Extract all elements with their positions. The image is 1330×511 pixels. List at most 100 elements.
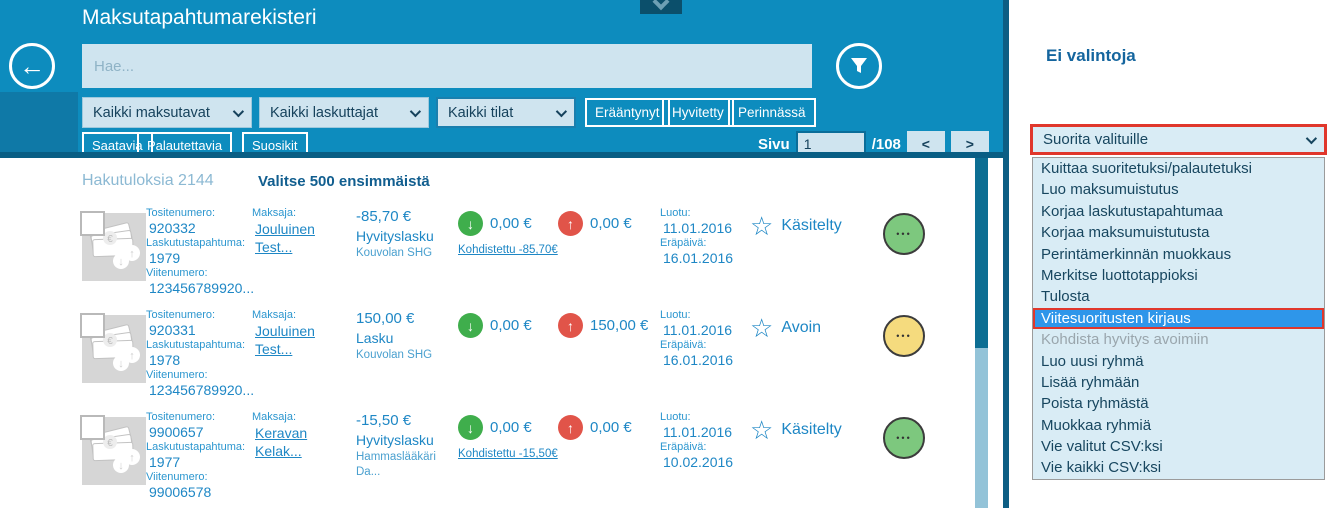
action-select-value: Suorita valituille	[1043, 131, 1149, 148]
dropdown-maksutavat[interactable]: Kaikki maksutavat	[82, 97, 252, 128]
action-option[interactable]: Viitesuoritusten kirjaus	[1033, 307, 1324, 330]
dropdown-tilat-label: Kaikki tilat	[448, 104, 514, 121]
dropdown-laskuttajat[interactable]: Kaikki laskuttajat	[259, 97, 429, 128]
search-input[interactable]	[82, 44, 812, 88]
action-option[interactable]: Poista ryhmästä	[1041, 395, 1149, 413]
incoming-amount: 0,00 €	[490, 215, 532, 232]
header-left-block	[0, 92, 78, 152]
incoming-arrow-icon: ↓	[458, 415, 483, 440]
row-action-button[interactable]: •••	[883, 315, 925, 357]
tositenumero-value: 920332	[149, 220, 196, 236]
row-amount: 150,00 €	[356, 310, 415, 327]
chevron-down-icon	[409, 105, 422, 117]
toggle-hyvitetty[interactable]: Hyvitetty	[662, 98, 734, 127]
laskutustapahtuma-label: Laskutustapahtuma:	[146, 339, 246, 351]
appbar-handle[interactable]	[640, 0, 682, 14]
luotu-label: Luotu:	[660, 207, 691, 219]
action-option[interactable]: Tulosta	[1041, 288, 1090, 306]
viitenumero-value: 123456789920...	[149, 382, 255, 398]
outgoing-amount: 0,00 €	[590, 215, 632, 232]
kohdistettu-link[interactable]: Kohdistettu -15,50€	[458, 448, 558, 460]
action-option[interactable]: Kohdista hyvitys avoimiin	[1041, 331, 1209, 349]
dropdown-tilat[interactable]: Kaikki tilat	[436, 97, 576, 128]
results-count: Hakutuloksia 2144	[82, 172, 214, 189]
action-select[interactable]: Suorita valituille	[1030, 124, 1327, 155]
kohdistettu-link[interactable]: Kohdistettu -85,70€	[458, 244, 558, 256]
page-total: /108	[871, 135, 901, 153]
table-row: € ↓ ↑ Tositenumero: 920332 Laskutustapah…	[80, 205, 975, 307]
svg-text:€: €	[107, 234, 113, 245]
chevron-down-icon	[1305, 132, 1318, 144]
outgoing-amount: 0,00 €	[590, 419, 632, 436]
tositenumero-label: Tositenumero:	[146, 309, 216, 321]
svg-text:€: €	[107, 336, 113, 347]
filter-button[interactable]	[836, 43, 882, 89]
row-organization: Kouvolan SHG	[356, 247, 433, 259]
action-option[interactable]: Luo maksumuistutus	[1041, 181, 1179, 199]
header: ← Maksutapahtumarekisteri Kaikki maksuta…	[0, 0, 1005, 158]
favorite-star-icon[interactable]: ☆	[750, 211, 774, 241]
page-label: Sivu	[758, 135, 790, 153]
maksaja-label: Maksaja:	[252, 411, 297, 423]
tositenumero-value: 920331	[149, 322, 196, 338]
outgoing-arrow-icon: ↑	[558, 211, 583, 236]
maksaja-link[interactable]: Jouluinen Test...	[255, 323, 315, 357]
row-checkbox[interactable]	[80, 415, 105, 440]
row-action-button[interactable]: •••	[883, 417, 925, 459]
main-scrollbar-thumb[interactable]	[975, 158, 988, 348]
svg-text:↓: ↓	[118, 460, 124, 472]
action-option[interactable]: Lisää ryhmään	[1041, 373, 1140, 391]
action-option[interactable]: Perintämerkinnän muokkaus	[1041, 245, 1232, 263]
svg-text:€: €	[107, 438, 113, 449]
erapaiva-label: Eräpäivä:	[660, 237, 707, 249]
page-title: Maksutapahtumarekisteri	[82, 6, 317, 29]
laskutustapahtuma-value: 1979	[149, 250, 181, 266]
action-option[interactable]: Vie valitut CSV:ksi	[1041, 438, 1163, 456]
action-option[interactable]: Vie kaikki CSV:ksi	[1041, 459, 1162, 477]
action-option[interactable]: Korjaa maksumuistutusta	[1041, 224, 1210, 242]
viitenumero-label: Viitenumero:	[146, 471, 208, 483]
row-action-button[interactable]: •••	[883, 213, 925, 255]
viitenumero-label: Viitenumero:	[146, 369, 208, 381]
laskutustapahtuma-label: Laskutustapahtuma:	[146, 237, 246, 249]
row-organization: Hammaslääkäri Da...	[356, 451, 436, 478]
main-scrollbar-track[interactable]	[975, 158, 988, 508]
action-option[interactable]: Korjaa laskutustapahtumaa	[1041, 202, 1223, 220]
maksaja-link[interactable]: Jouluinen Test...	[255, 221, 315, 255]
erapaiva-label: Eräpäivä:	[660, 339, 707, 351]
row-checkbox[interactable]	[80, 313, 105, 338]
luotu-value: 11.01.2016	[663, 220, 733, 236]
erapaiva-value: 16.01.2016	[663, 250, 734, 266]
viitenumero-value: 99006578	[149, 484, 212, 500]
maksaja-label: Maksaja:	[252, 309, 297, 321]
svg-text:↓: ↓	[118, 256, 124, 268]
tositenumero-value: 9900657	[149, 424, 204, 440]
favorite-star-icon[interactable]: ☆	[750, 415, 774, 445]
toggle-perinnassa[interactable]: Perinnässä	[728, 98, 816, 127]
toggle-eraantynyt[interactable]: Erääntynyt	[585, 98, 670, 127]
incoming-amount: 0,00 €	[490, 317, 532, 334]
action-option[interactable]: Kuittaa suoritetuksi/palautetuksi	[1041, 160, 1252, 177]
incoming-amount: 0,00 €	[490, 419, 532, 436]
maksaja-link[interactable]: Keravan Kelak...	[255, 425, 308, 459]
action-option[interactable]: Luo uusi ryhmä	[1041, 352, 1144, 370]
row-checkbox[interactable]	[80, 211, 105, 236]
table-row: € ↓ ↑ Tositenumero: 920331 Laskutustapah…	[80, 307, 975, 409]
favorite-star-icon[interactable]: ☆	[750, 313, 774, 343]
incoming-arrow-icon: ↓	[458, 211, 483, 236]
svg-text:↑: ↑	[129, 350, 135, 362]
status-text: Käsitelty	[781, 217, 842, 234]
action-option[interactable]: Muokkaa ryhmiä	[1041, 416, 1152, 434]
select-first-500-link[interactable]: Valitse 500 ensimmäistä	[258, 173, 430, 190]
tositenumero-label: Tositenumero:	[146, 411, 216, 423]
back-button[interactable]: ←	[9, 43, 55, 89]
laskutustapahtuma-value: 1977	[149, 454, 181, 470]
outgoing-arrow-icon: ↑	[558, 415, 583, 440]
action-option[interactable]: Merkitse luottotappioksi	[1041, 266, 1198, 284]
chevron-down-icon	[232, 105, 245, 117]
row-amount: -15,50 €	[356, 412, 412, 429]
action-options-list: Kuittaa suoritetuksi/palautetuksi Luo ma…	[1032, 157, 1325, 480]
header-divider	[0, 152, 1005, 158]
selection-panel: Ei valintoja Suorita valituille Kuittaa …	[1009, 0, 1330, 508]
row-type: Lasku	[356, 330, 394, 346]
